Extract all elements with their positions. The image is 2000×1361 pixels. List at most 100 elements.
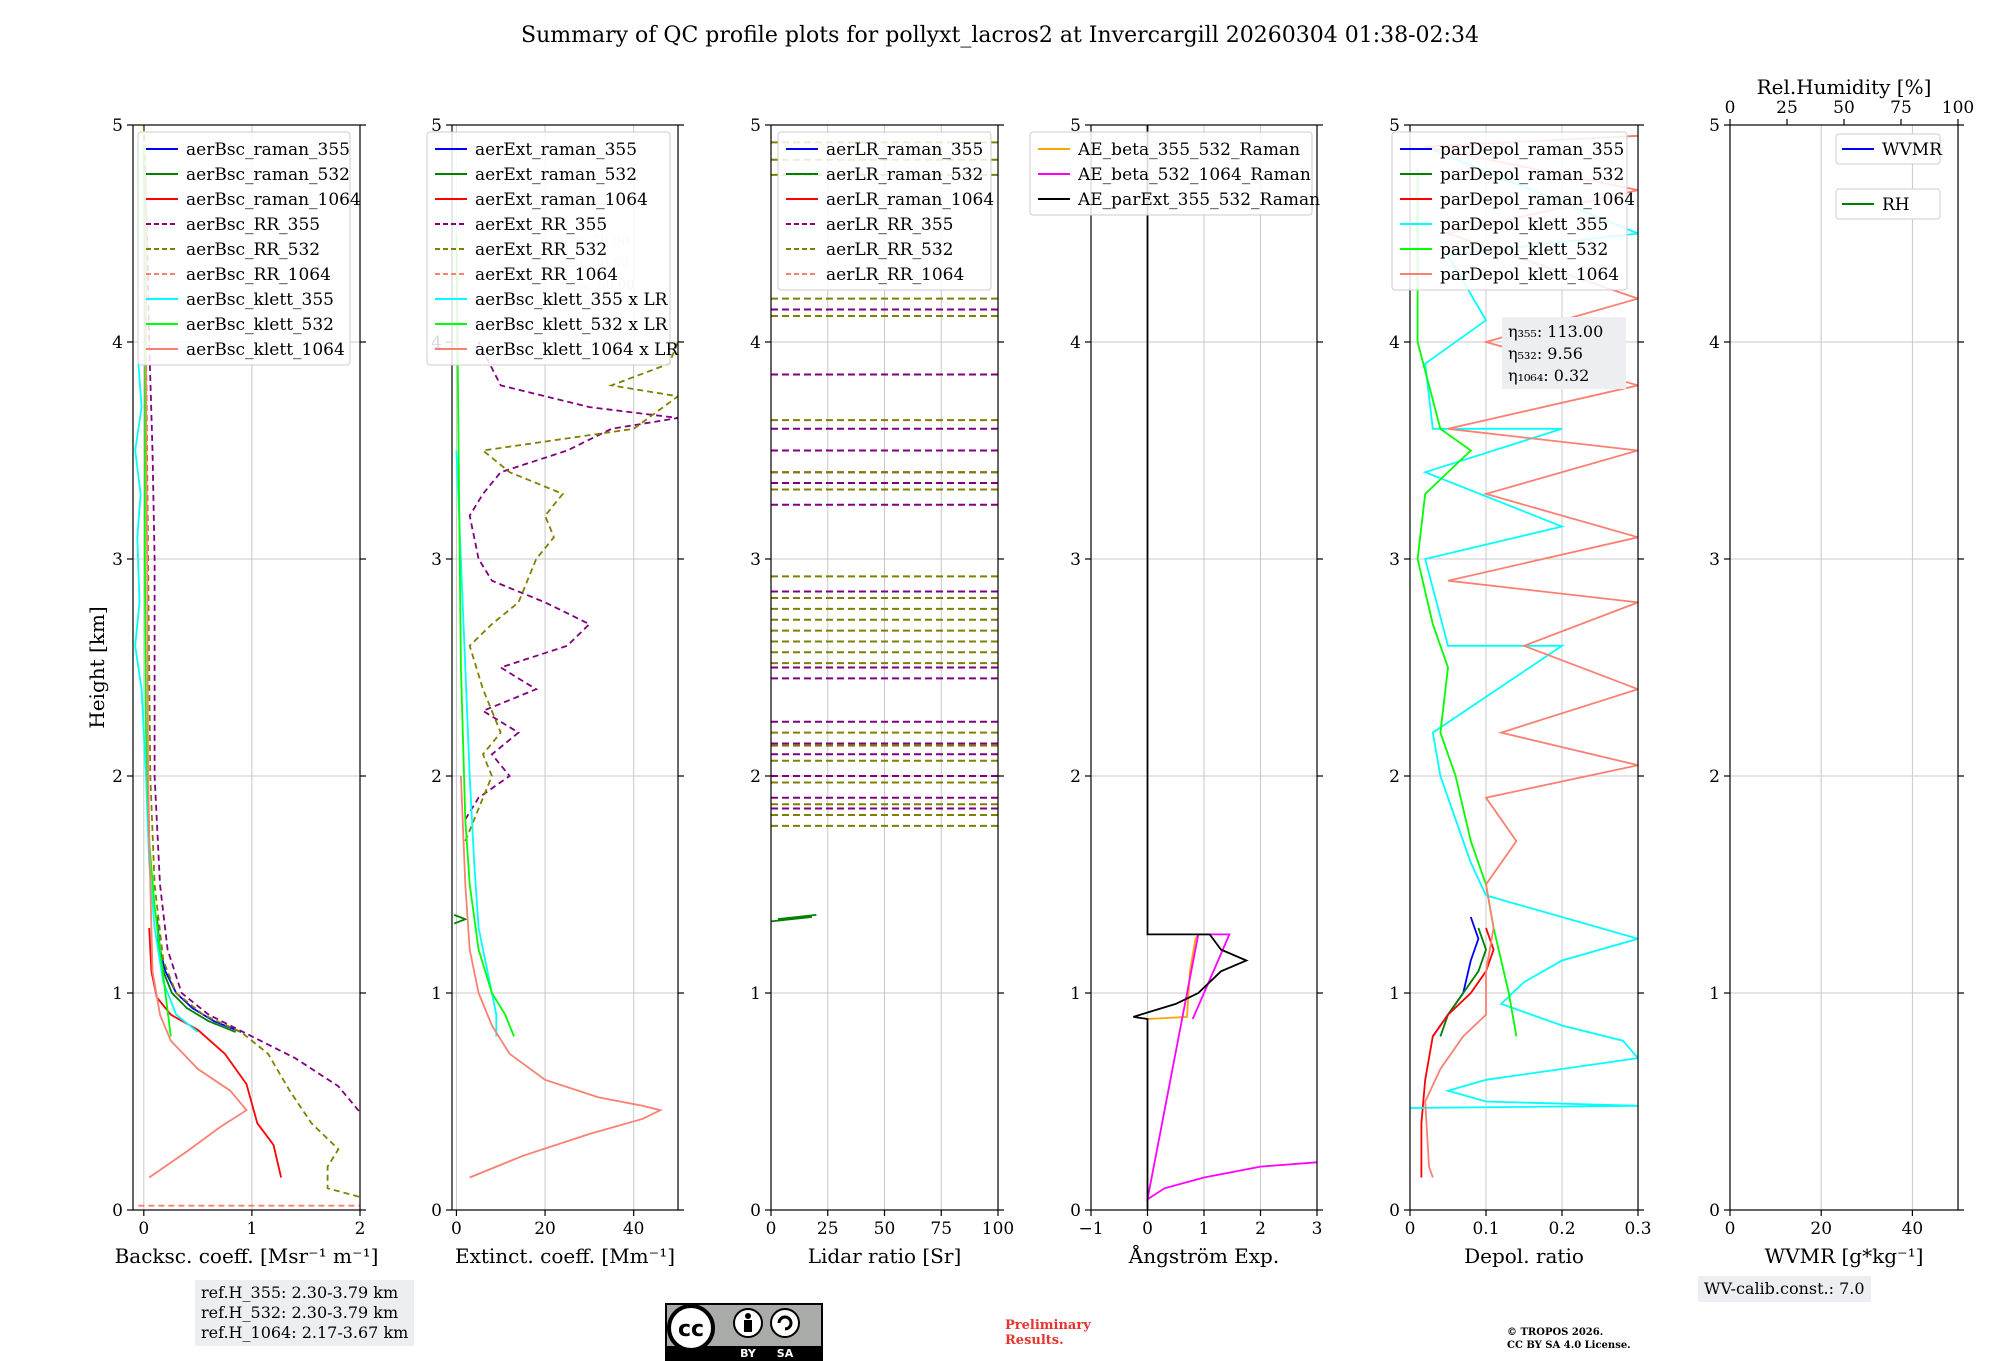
y-tick-label: 2 bbox=[1389, 767, 1400, 787]
axes-frame-ext bbox=[451, 124, 679, 1211]
y-tick-label: 0 bbox=[431, 1201, 442, 1221]
panel-depol: 0 0.1 0.2 0.3 0 1 2 3 4 5 Depol. ratio parDepol_ram… bbox=[1389, 116, 1651, 1268]
y-tick-label: 4 bbox=[1709, 333, 1720, 353]
series-line-depol-1 bbox=[1439, 927, 1487, 1037]
x-tick-label: 0 bbox=[1405, 1219, 1416, 1239]
y-tick-label: 0 bbox=[1070, 1201, 1081, 1221]
x-tick-label: 20 bbox=[534, 1219, 556, 1239]
preliminary-line-2: Results. bbox=[1005, 1333, 1064, 1348]
plot-area-ext bbox=[453, 233, 678, 1179]
x-tick-label: 50 bbox=[874, 1219, 896, 1239]
y-tick-label: 1 bbox=[750, 984, 761, 1004]
series-line-bsc-2 bbox=[148, 927, 282, 1178]
x-tick-label: 0 bbox=[1142, 1219, 1153, 1239]
series-line-bsc-6 bbox=[134, 363, 199, 1033]
x-tick-label: 1 bbox=[246, 1219, 257, 1239]
cc-badge-bottom-bar bbox=[666, 1346, 822, 1360]
legend-label: aerBsc_klett_1064 x LR bbox=[475, 340, 679, 360]
series-line-depol-0 bbox=[1432, 916, 1480, 1037]
series-line-depol-4 bbox=[1416, 168, 1518, 1037]
axes-frame-wv bbox=[1729, 124, 1959, 1211]
y-tick-label: 5 bbox=[1070, 116, 1081, 136]
series-line-ext-4 bbox=[464, 341, 678, 842]
x-axis-label-bsc: Backsc. coeff. [Msr⁻¹ m⁻¹] bbox=[115, 1244, 379, 1268]
x2-tick-label: 100 bbox=[1942, 98, 1974, 118]
legend-label: AE_parExt_355_532_Raman bbox=[1077, 190, 1320, 210]
legend-frame-ae bbox=[1029, 131, 1313, 216]
plot-area-depol bbox=[1410, 134, 1638, 1178]
series-line-ae-1 bbox=[1146, 933, 1317, 1202]
legend-label: aerLR_RR_1064 bbox=[826, 265, 964, 285]
series-line-ae-2 bbox=[1133, 125, 1249, 1210]
legend-label: parDepol_raman_532 bbox=[1440, 165, 1624, 185]
cc-sa-label: SA bbox=[777, 1347, 794, 1360]
y-tick-label: 2 bbox=[431, 767, 442, 787]
annotation-text-depol: η₃₅₅: 113.00 bbox=[1508, 322, 1603, 341]
ref-line-1064: ref.H_1064: 2.17-3.67 km bbox=[201, 1323, 409, 1342]
y-tick-label: 3 bbox=[1070, 550, 1081, 570]
copyright-note: © TROPOS 2026. CC BY SA 4.0 License. bbox=[1507, 1326, 1631, 1352]
reference-height-box: ref.H_355: 2.30-3.79 km ref.H_532: 2.30-… bbox=[195, 1280, 415, 1346]
x-axis-label-depol: Depol. ratio bbox=[1464, 1244, 1584, 1268]
share-alike-icon bbox=[770, 1308, 800, 1338]
x2-tick-label: 25 bbox=[1776, 98, 1798, 118]
series-line-ext-1 bbox=[453, 914, 468, 925]
legend-box-RH bbox=[1835, 188, 1941, 220]
x-tick-label: 100 bbox=[982, 1219, 1014, 1239]
cc-logo-text: cc bbox=[678, 1317, 704, 1342]
y-tick-label: 1 bbox=[112, 984, 123, 1004]
plot-area-bsc bbox=[134, 125, 360, 1207]
x-tick-label: 0.1 bbox=[1472, 1219, 1499, 1239]
legend-label: parDepol_klett_1064 bbox=[1440, 265, 1619, 285]
y-tick-label: 1 bbox=[431, 984, 442, 1004]
y-tick-label: 0 bbox=[1389, 1201, 1400, 1221]
legend-label: AE_beta_532_1064_Raman bbox=[1077, 165, 1311, 185]
x-tick-label: 25 bbox=[817, 1219, 839, 1239]
y-tick-label: 4 bbox=[1070, 333, 1081, 353]
legend-frame-ext bbox=[426, 131, 671, 366]
annotation-text-depol: η₁₀₆₄: 0.32 bbox=[1508, 366, 1589, 385]
y-tick-label: 4 bbox=[1389, 333, 1400, 353]
x-tick-label: 2 bbox=[1255, 1219, 1266, 1239]
legend-label: aerExt_RR_532 bbox=[475, 240, 607, 260]
x-tick-label: 0 bbox=[1725, 1219, 1736, 1239]
x-tick-label: 75 bbox=[930, 1219, 952, 1239]
y-tick-label: 2 bbox=[1070, 767, 1081, 787]
wv-calibration-box: WV-calib.const.: 7.0 bbox=[1698, 1276, 1871, 1302]
legend-label: aerBsc_RR_532 bbox=[186, 240, 320, 260]
series-line-ext-3 bbox=[464, 341, 678, 820]
legend-label: aerBsc_klett_355 bbox=[186, 290, 334, 310]
legend-label: aerLR_RR_532 bbox=[826, 240, 953, 260]
legend-label: aerLR_raman_532 bbox=[826, 165, 983, 185]
cc-by-sa-badge: cc BY SA bbox=[665, 1303, 823, 1361]
annotation-box-depol bbox=[1502, 317, 1626, 389]
x-tick-label: 40 bbox=[1902, 1219, 1924, 1239]
y-tick-label: 0 bbox=[112, 1201, 123, 1221]
series-line-lr-1 bbox=[771, 914, 817, 923]
x-tick-label: 0.3 bbox=[1624, 1219, 1651, 1239]
x-tick-label: 20 bbox=[1810, 1219, 1832, 1239]
copyright-line-1: © TROPOS 2026. bbox=[1507, 1327, 1604, 1338]
y-tick-label: 2 bbox=[750, 767, 761, 787]
legend-label: aerBsc_klett_532 x LR bbox=[475, 315, 669, 335]
legend-label: aerBsc_RR_355 bbox=[186, 215, 320, 235]
y-tick-label: 5 bbox=[1709, 116, 1720, 136]
y-tick-label: 0 bbox=[1709, 1201, 1720, 1221]
attribution-icon-head bbox=[745, 1313, 751, 1319]
legend-label: parDepol_raman_355 bbox=[1440, 140, 1624, 160]
plot-area-ae bbox=[1133, 125, 1317, 1210]
copyright-line-2: CC BY SA 4.0 License. bbox=[1507, 1340, 1631, 1351]
legend-label: AE_beta_355_532_Raman bbox=[1077, 140, 1300, 160]
y-tick-label: 4 bbox=[750, 333, 761, 353]
x-axis-label-ext: Extinct. coeff. [Mm⁻¹] bbox=[455, 1244, 675, 1268]
legend-label: WVMR bbox=[1882, 140, 1943, 160]
axes-frame-bsc bbox=[132, 124, 361, 1211]
y-tick-label: 5 bbox=[112, 116, 123, 136]
y-tick-label: 3 bbox=[1389, 550, 1400, 570]
series-line-ext-6 bbox=[455, 450, 498, 1037]
ref-line-532: ref.H_532: 2.30-3.79 km bbox=[201, 1303, 399, 1322]
legend-label: aerExt_RR_355 bbox=[475, 215, 607, 235]
